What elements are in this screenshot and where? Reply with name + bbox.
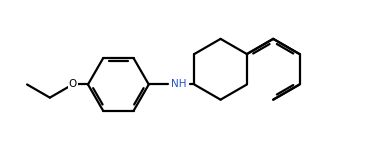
Text: O: O	[68, 79, 77, 89]
Text: NH: NH	[171, 79, 186, 89]
